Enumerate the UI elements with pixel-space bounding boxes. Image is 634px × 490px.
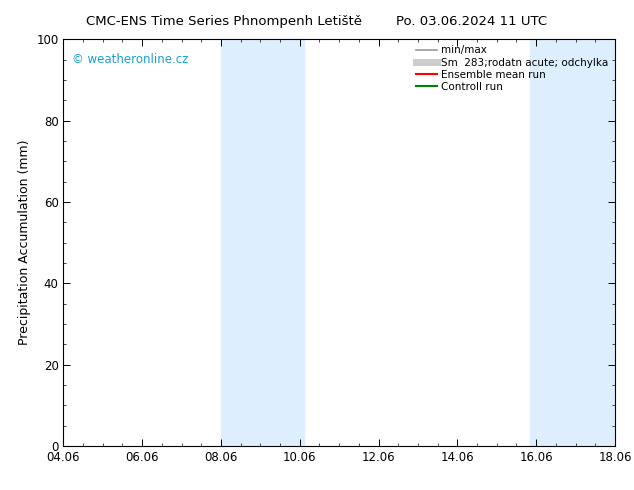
Bar bbox=[221, 39, 304, 446]
Text: © weatheronline.cz: © weatheronline.cz bbox=[72, 53, 188, 67]
Bar bbox=[530, 39, 615, 446]
Legend: min/max, Sm  283;rodatn acute; odchylka, Ensemble mean run, Controll run: min/max, Sm 283;rodatn acute; odchylka, … bbox=[412, 41, 613, 96]
Text: CMC-ENS Time Series Phnompenh Letiště        Po. 03.06.2024 11 UTC: CMC-ENS Time Series Phnompenh Letiště Po… bbox=[86, 15, 548, 28]
Y-axis label: Precipitation Accumulation (mm): Precipitation Accumulation (mm) bbox=[18, 140, 30, 345]
